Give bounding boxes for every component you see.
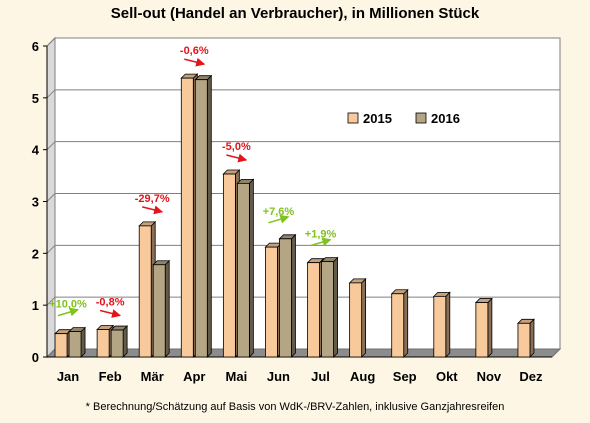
bar-front: [138, 225, 152, 358]
y-tick-label: 2: [32, 246, 39, 261]
bar-front: [433, 295, 447, 358]
change-label-Feb: -0,8%: [96, 297, 125, 309]
bar-front: [265, 246, 278, 358]
bar-side: [333, 256, 338, 358]
bar-side: [403, 288, 409, 358]
x-tick-label: Nov: [477, 369, 502, 384]
change-arrow-Mai: [226, 153, 248, 163]
bar-2016-Apr: [194, 74, 213, 358]
bar-side: [164, 259, 170, 358]
y-tick-label: 0: [32, 350, 39, 365]
legend-swatch-2015: [347, 112, 359, 124]
x-tick-label: Jan: [57, 369, 79, 384]
bar-side: [122, 325, 128, 358]
bar-side: [487, 297, 493, 358]
bar-2016-Mai: [236, 178, 255, 358]
legend-label-2015: 2015: [363, 111, 392, 126]
bar-side: [445, 291, 451, 358]
bar-2015-Nov: [474, 297, 493, 358]
gridline-side: [46, 89, 56, 99]
change-label-Jan: +10,0%: [49, 299, 87, 311]
bar-front: [152, 264, 166, 358]
gridline-side: [46, 37, 56, 47]
gridline-side: [46, 193, 56, 202]
change-arrow-Apr: [184, 57, 206, 67]
bar-front: [110, 329, 124, 358]
y-tick-label: 6: [32, 39, 39, 54]
x-tick-label: Dez: [519, 369, 543, 384]
x-tick-label: Mär: [141, 369, 164, 384]
bar-front: [307, 262, 320, 358]
bar-front: [96, 329, 110, 358]
x-tick-label: Sep: [393, 369, 417, 384]
bar-side: [529, 318, 535, 358]
bar-front: [194, 79, 208, 358]
bar-front: [222, 173, 236, 358]
y-tick-label: 4: [32, 143, 40, 158]
x-tick-label: Jun: [267, 369, 290, 384]
x-tick-label: Apr: [183, 369, 205, 384]
chart-title: Sell-out (Handel an Verbraucher), in Mil…: [110, 5, 480, 22]
y-tick-label: 1: [32, 298, 39, 313]
x-tick-label: Feb: [99, 369, 122, 384]
change-arrow-Jan: [57, 307, 79, 317]
change-arrow-Mär: [142, 205, 164, 215]
bar-2016-Jul: [320, 256, 339, 358]
gridline-side: [46, 141, 56, 151]
legend-swatch-2016: [415, 112, 427, 124]
change-arrow-Jul: [310, 237, 332, 247]
bar-front: [236, 182, 250, 358]
bar-side: [248, 178, 254, 358]
bar-front: [391, 293, 405, 358]
bar-2015-Aug: [348, 277, 367, 358]
x-tick-label: Jul: [311, 369, 330, 384]
bar-2016-Feb: [110, 325, 129, 358]
change-label-Mai: -5,0%: [222, 141, 251, 153]
bar-front: [321, 261, 334, 358]
x-tick-label: Aug: [350, 369, 375, 384]
bar-side: [361, 277, 367, 358]
bar-front: [517, 322, 531, 358]
bar-front: [279, 238, 292, 358]
bar-2016-Mär: [152, 259, 171, 358]
change-label-Jun: +7,6%: [263, 206, 295, 218]
change-arrow-Jun: [268, 214, 290, 224]
bar-2015-Dez: [516, 318, 535, 358]
change-arrow-Feb: [99, 309, 121, 318]
bar-2016-Jan: [68, 326, 87, 358]
bar-side: [291, 233, 296, 358]
bar-2015-Jan: [54, 328, 73, 358]
bar-front: [54, 333, 68, 358]
change-label-Mär: -29,7%: [135, 193, 170, 205]
gridline-side: [46, 296, 56, 306]
legend: 2015 2016: [347, 111, 460, 126]
chart-footnote: * Berechnung/Schätzung auf Basis von WdK…: [85, 401, 505, 413]
bar-front: [180, 77, 194, 358]
change-label-Apr: -0,6%: [180, 45, 209, 57]
x-tick-label: Okt: [436, 369, 458, 384]
bar-front: [349, 282, 363, 358]
x-tick-label: Mai: [226, 369, 248, 384]
bar-2015-Sep: [390, 288, 409, 358]
bar-side: [206, 74, 212, 358]
legend-label-2016: 2016: [431, 111, 460, 126]
y-tick-label: 5: [32, 91, 39, 106]
bar-front: [68, 331, 82, 358]
bar-side: [80, 326, 86, 358]
y-tick-label: 3: [32, 195, 39, 210]
bar-2015-Okt: [432, 291, 451, 358]
bar-2016-Jun: [278, 233, 297, 358]
change-label-Jul: +1,9%: [305, 229, 337, 241]
bar-front: [475, 302, 489, 358]
gridline-side: [46, 244, 56, 254]
